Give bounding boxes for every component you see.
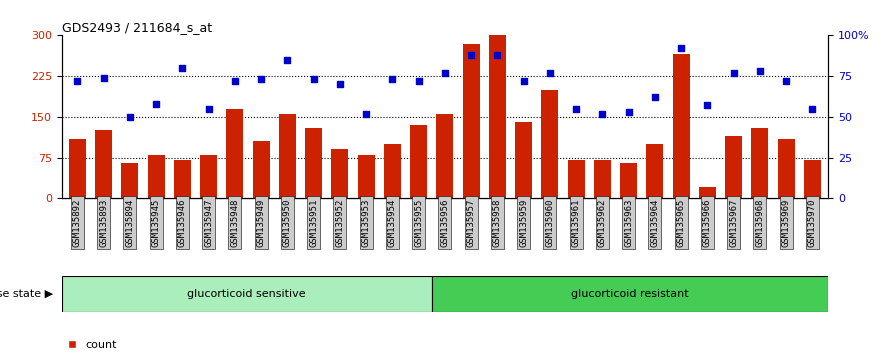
Text: GSM135947: GSM135947 — [204, 198, 213, 247]
Bar — [174, 160, 191, 198]
Bar — [226, 109, 243, 198]
Point — [596, 111, 610, 116]
Point — [175, 65, 189, 71]
Point — [333, 81, 347, 87]
Text: glucorticoid sensitive: glucorticoid sensitive — [188, 289, 306, 299]
Text: GSM135946: GSM135946 — [178, 198, 187, 247]
Bar — [62, 276, 432, 312]
Bar — [594, 160, 611, 198]
Point — [727, 70, 741, 76]
Text: GSM135960: GSM135960 — [545, 198, 554, 247]
Bar — [69, 138, 86, 198]
Bar — [567, 160, 585, 198]
Point — [543, 70, 557, 76]
Bar — [384, 144, 401, 198]
Text: GDS2493 / 211684_s_at: GDS2493 / 211684_s_at — [62, 21, 211, 34]
Text: GSM135967: GSM135967 — [729, 198, 738, 247]
Bar — [489, 35, 506, 198]
Point — [569, 106, 583, 112]
Bar — [778, 138, 795, 198]
Point — [254, 76, 268, 82]
Bar — [305, 128, 322, 198]
Text: GSM135952: GSM135952 — [336, 198, 344, 247]
Bar — [725, 136, 742, 198]
Bar — [699, 187, 716, 198]
Bar — [620, 163, 637, 198]
Point — [202, 106, 216, 112]
Text: GSM135961: GSM135961 — [572, 198, 581, 247]
Text: GSM135893: GSM135893 — [100, 198, 108, 247]
Point — [97, 75, 111, 81]
Point — [491, 52, 505, 58]
Bar — [122, 163, 138, 198]
Text: GSM135892: GSM135892 — [73, 198, 82, 247]
Text: GSM135966: GSM135966 — [703, 198, 712, 247]
Point — [700, 103, 714, 108]
Bar — [411, 125, 427, 198]
Text: GSM135945: GSM135945 — [152, 198, 160, 247]
Text: GSM135955: GSM135955 — [414, 198, 423, 247]
Text: GSM135969: GSM135969 — [781, 198, 790, 247]
Bar — [515, 122, 532, 198]
Bar — [95, 130, 112, 198]
Point — [779, 78, 793, 84]
Point — [385, 76, 399, 82]
Text: GSM135963: GSM135963 — [624, 198, 633, 247]
Text: GSM135959: GSM135959 — [519, 198, 528, 247]
Point — [228, 78, 242, 84]
Text: GSM135956: GSM135956 — [440, 198, 449, 247]
Point — [122, 114, 137, 120]
Bar — [803, 160, 821, 198]
Point — [516, 78, 530, 84]
Bar — [751, 128, 768, 198]
Text: GSM135953: GSM135953 — [362, 198, 371, 247]
Point — [674, 46, 688, 51]
Bar — [647, 144, 663, 198]
Bar — [541, 90, 559, 198]
Point — [438, 70, 452, 76]
Point — [280, 57, 294, 63]
Bar — [432, 276, 828, 312]
Text: disease state ▶: disease state ▶ — [0, 289, 53, 299]
Text: GSM135951: GSM135951 — [309, 198, 318, 247]
Bar — [279, 114, 296, 198]
Text: GSM135948: GSM135948 — [231, 198, 240, 247]
Point — [753, 68, 767, 74]
Text: GSM135968: GSM135968 — [755, 198, 765, 247]
Text: GSM135962: GSM135962 — [598, 198, 607, 247]
Text: GSM135964: GSM135964 — [650, 198, 659, 247]
Text: GSM135958: GSM135958 — [492, 198, 502, 247]
Point — [307, 76, 321, 82]
Bar — [358, 155, 374, 198]
Text: GSM135957: GSM135957 — [467, 198, 476, 247]
Bar — [253, 141, 270, 198]
Text: GSM135894: GSM135894 — [125, 198, 135, 247]
Point — [149, 101, 163, 107]
Point — [359, 111, 374, 116]
Text: GSM135949: GSM135949 — [256, 198, 266, 247]
Bar — [672, 55, 690, 198]
Text: GSM135950: GSM135950 — [283, 198, 292, 247]
Bar — [463, 44, 479, 198]
Bar — [436, 114, 454, 198]
Point — [648, 95, 662, 100]
Point — [70, 78, 85, 84]
Point — [411, 78, 426, 84]
Point — [464, 52, 478, 58]
Text: GSM135954: GSM135954 — [388, 198, 397, 247]
Legend: count, percentile rank within the sample: count, percentile rank within the sample — [67, 340, 273, 354]
Bar — [331, 149, 349, 198]
Bar — [148, 155, 165, 198]
Text: GSM135970: GSM135970 — [808, 198, 817, 247]
Point — [622, 109, 636, 115]
Point — [805, 106, 819, 112]
Bar — [200, 155, 218, 198]
Text: GSM135965: GSM135965 — [677, 198, 685, 247]
Text: glucorticoid resistant: glucorticoid resistant — [571, 289, 689, 299]
